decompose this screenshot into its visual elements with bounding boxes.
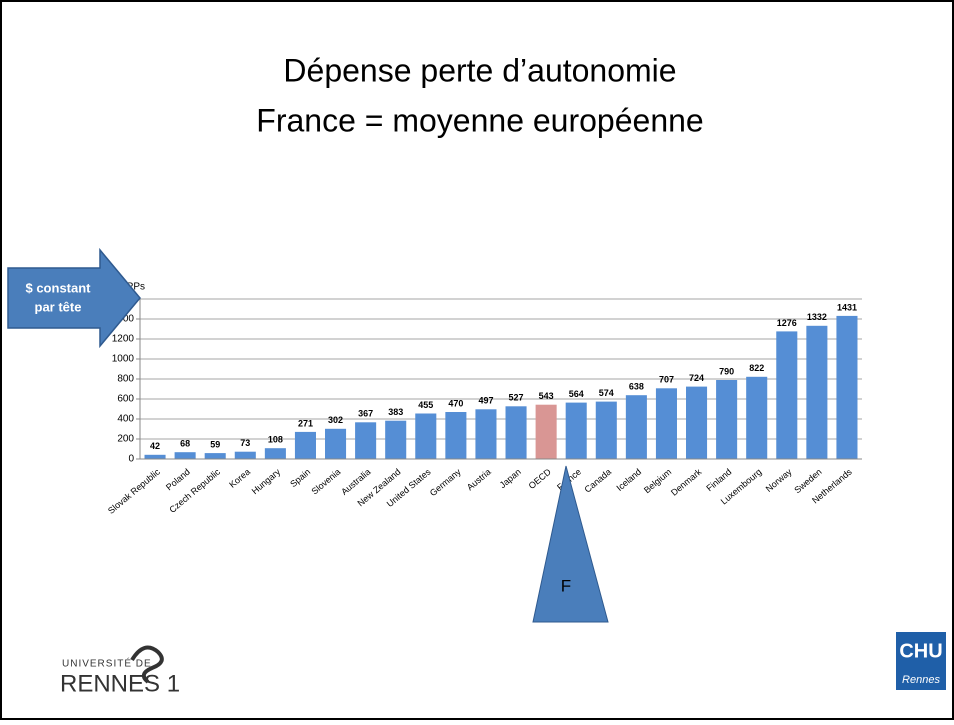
value-label: 455 [418,400,433,410]
bar [294,431,316,459]
bar [655,388,677,459]
bar [746,376,768,459]
value-label: 574 [599,388,614,398]
bar [174,452,196,459]
value-label: 383 [388,407,403,417]
title-line-1: Dépense perte d’autonomie [283,52,676,88]
y-axis-label: PPPs [120,282,145,293]
bar [144,454,166,459]
value-label: 271 [298,418,313,428]
univ-logo-main: RENNES 1 [60,670,180,697]
bar [806,325,828,459]
value-label: 73 [240,438,250,448]
value-label: 497 [478,396,493,406]
bar [625,395,647,459]
value-label: 707 [659,375,674,385]
univ-logo-mark [130,645,164,684]
bar [385,420,407,459]
value-label: 302 [328,415,343,425]
bar [264,448,286,459]
univ-logo-top: UNIVERSITÉ DE [62,657,152,670]
value-label: 470 [448,398,463,408]
y-tick-label: 200 [117,434,134,445]
bar [415,413,437,459]
arrow [7,247,141,349]
value-label: 68 [180,439,190,449]
chu-logo [896,632,946,690]
bar [355,422,377,459]
y-tick-label: 800 [117,374,134,385]
bar [204,453,226,459]
chu-logo-sub: Rennes [902,674,940,686]
bar [535,404,557,459]
bar [686,386,708,459]
value-label: 1276 [777,318,797,328]
value-label: 367 [358,409,373,419]
value-label: 42 [150,441,160,451]
value-label: 108 [268,435,283,445]
y-tick-label: 1200 [112,334,135,345]
value-label: 59 [210,439,220,449]
bar [595,401,617,459]
bar [776,331,798,459]
arrow-text-1: $ constant [25,280,91,295]
value-label: 1431 [837,302,857,312]
value-label: 724 [689,373,704,383]
value-label: 527 [509,393,524,403]
value-label: 1332 [807,312,827,322]
chu-logo-text: CHU [899,640,942,662]
title-line-2: France = moyenne européenne [256,102,703,138]
value-label: 822 [749,363,764,373]
bar [836,315,858,459]
value-label: 638 [629,382,644,392]
bar [325,428,347,459]
y-tick-label: 400 [117,414,134,425]
bar [565,402,587,459]
triangle-text: F [561,576,571,595]
bar [234,451,256,459]
value-label: 543 [539,391,554,401]
triangle [532,465,609,623]
value-label: 564 [569,389,584,399]
arrow-text-2: par tête [35,299,82,314]
bar [716,380,738,459]
bar [505,406,527,459]
y-tick-label: 1000 [112,354,135,365]
bar [475,409,497,459]
bar [445,412,467,459]
y-tick-label: 600 [117,394,134,405]
y-tick-label: 0 [128,454,134,465]
value-label: 790 [719,366,734,376]
